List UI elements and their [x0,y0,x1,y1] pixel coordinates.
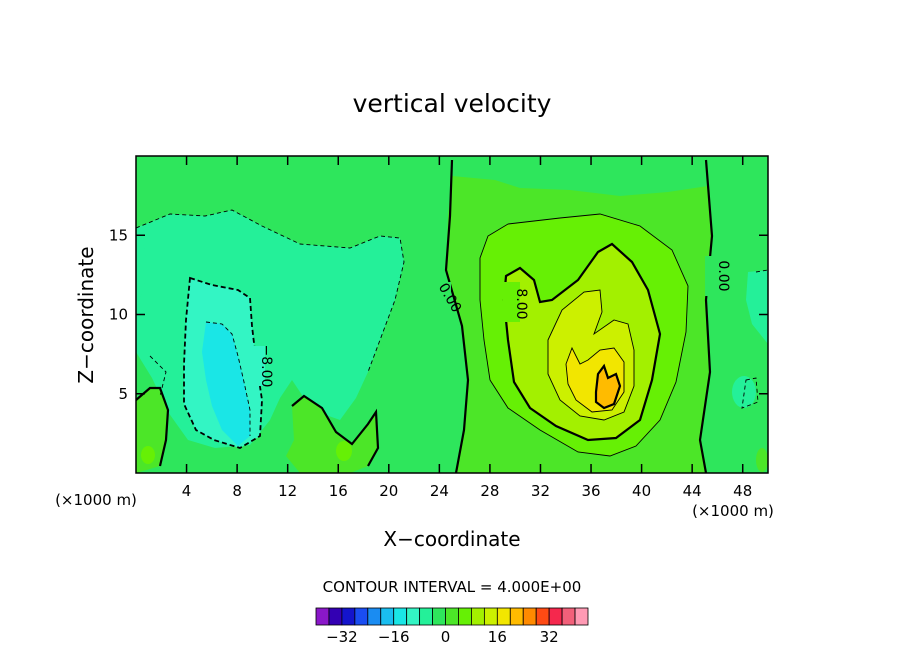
x-tick-label: 32 [531,482,550,500]
colorbar-cell [548,607,563,626]
colorbar-cell [483,607,498,626]
x-tick-label: 40 [632,482,651,500]
y-tick-label: 5 [118,385,128,403]
x-tick-label: 48 [733,482,752,500]
contour-8 [502,242,662,442]
colorbar-cell [354,607,369,626]
contour-4 [479,213,689,457]
contour-label-bg [434,282,451,322]
contour-lines [136,159,768,473]
colorbar-tick-label: −16 [378,628,410,646]
colorbar-cell [393,607,408,626]
contour-label-zero-right: 0.00 [715,260,731,291]
colorbar-cell [535,607,550,626]
colorbar-cell [380,607,395,626]
x-tick-label: 16 [329,482,348,500]
x-unit-right: (×1000 m) [692,502,774,520]
contour-16 [565,346,625,413]
x-tick-label: 36 [581,482,600,500]
contour-label-bg [503,282,520,322]
contour-zero-right [698,159,714,473]
updraft-core-24 [596,366,620,408]
colorbar-cell [496,607,511,626]
x-tick-label: 44 [683,482,702,500]
bottom-updraft-blob-c [756,448,768,472]
colorbar: −32 −16 0 16 32 [315,607,589,646]
chart-title: vertical velocity [353,89,552,118]
colorbar-cell [432,607,446,626]
y-axis-ticks: 5 10 15 [109,226,768,403]
colorbar-cell [367,607,382,626]
colorbar-tick-label: −32 [326,628,358,646]
x-unit-left: (×1000 m) [55,491,137,509]
y-tick-label: 15 [109,226,128,244]
contour-zero-mid [291,394,380,467]
colorbar-cell [445,607,459,626]
colorbar-cell [522,607,537,626]
right-edge-downdraft-c [136,232,146,300]
x-axis-label: X−coordinate [383,527,520,551]
colorbar-cell [471,607,485,626]
colorbar-cell [509,607,524,626]
colorbar-cell [341,607,356,626]
lower-left-updraft-core [141,446,155,464]
contour-interval-text: CONTOUR INTERVAL = 4.000E+00 [323,578,582,596]
x-tick-label: 12 [278,482,297,500]
x-tick-label: 8 [232,482,242,500]
contour-neg12 [205,321,251,436]
mid-updraft-patch [286,396,378,473]
colorbar-cell [406,607,421,626]
x-tick-label: 24 [430,482,449,500]
contour-zero-left [136,386,170,467]
y-axis-label: Z−coordinate [74,246,98,383]
colorbar-cell [458,607,472,626]
downdraft-band-strong [202,322,250,446]
x-axis-ticks: 4 8 12 16 20 24 28 32 36 40 44 48 [182,156,752,500]
bottom-updraft-blob-a [502,450,534,473]
colorbar-tick-label: 32 [540,628,559,646]
y-tick-label: 10 [109,306,128,324]
colorbar-cell [574,607,589,626]
colorbar-cell [419,607,433,626]
contour-label-neg8: −8.00 [258,345,274,388]
contour-label-bg [705,256,722,296]
x-tick-label: 20 [379,482,398,500]
bottom-updraft-blob-b [539,458,557,473]
contour-12 [547,289,635,421]
mid-updraft-core [336,441,352,461]
contour-label-bg [248,346,265,386]
contour-neg4 [136,209,405,373]
colorbar-cell [328,607,343,626]
x-tick-label: 28 [480,482,499,500]
right-edge-downdraft-b [732,376,756,408]
colorbar-cell [315,607,330,626]
contour-zero-center [444,159,470,473]
contour-24 [594,363,622,410]
contour-small-dashed-c [755,269,768,273]
contour-small-dashed-a [149,355,167,397]
colorbar-tick-label: 0 [441,628,451,646]
colorbar-cell [561,607,576,626]
contour-label-eight: 8.00 [513,288,529,319]
contour-neg8 [183,276,263,449]
contour-labels: −8.00 0.00 8.00 0.00 [248,256,731,387]
right-edge-downdraft-a [746,270,768,344]
plot-area: −8.00 0.00 8.00 0.00 [136,156,768,473]
x-tick-label: 4 [182,482,192,500]
colorbar-tick-label: 16 [488,628,507,646]
